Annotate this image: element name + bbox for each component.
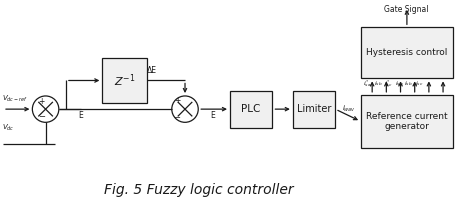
- Bar: [102, 58, 147, 103]
- Text: $V_{dc-ref}$: $V_{dc-ref}$: [1, 94, 27, 104]
- Text: $i_{sc}$: $i_{sc}$: [415, 79, 423, 88]
- Text: $i_{wav}$: $i_{wav}$: [342, 104, 356, 114]
- Text: PLC: PLC: [241, 104, 261, 114]
- Bar: [361, 27, 453, 78]
- Text: +: +: [174, 96, 180, 105]
- Text: −: −: [173, 113, 180, 122]
- Text: $i_{sb}$: $i_{sb}$: [374, 79, 383, 88]
- Text: Fig. 5 Fuzzy logic controller: Fig. 5 Fuzzy logic controller: [104, 183, 294, 197]
- Bar: [293, 91, 335, 128]
- Text: $i_{sa}^{*}$: $i_{sa}^{*}$: [363, 78, 371, 89]
- Text: E: E: [210, 111, 215, 120]
- Text: $i_{sb}$: $i_{sb}$: [404, 79, 413, 88]
- Text: E: E: [79, 111, 83, 120]
- Text: $V_{dc}$: $V_{dc}$: [1, 122, 14, 133]
- Text: $Z^{-1}$: $Z^{-1}$: [114, 72, 136, 89]
- Text: +: +: [38, 97, 45, 107]
- Text: Reference current
generator: Reference current generator: [366, 112, 448, 131]
- Text: ΔE: ΔE: [147, 66, 157, 75]
- Text: Gate Signal: Gate Signal: [384, 5, 428, 14]
- Text: −: −: [38, 112, 45, 121]
- Bar: [361, 95, 453, 148]
- Bar: [230, 91, 273, 128]
- Text: $i_{sb}$: $i_{sb}$: [395, 79, 403, 88]
- Text: Hysteresis control: Hysteresis control: [366, 48, 447, 57]
- Text: $i_{sc}^{*}$: $i_{sc}^{*}$: [384, 78, 392, 89]
- Text: Limiter: Limiter: [297, 104, 331, 114]
